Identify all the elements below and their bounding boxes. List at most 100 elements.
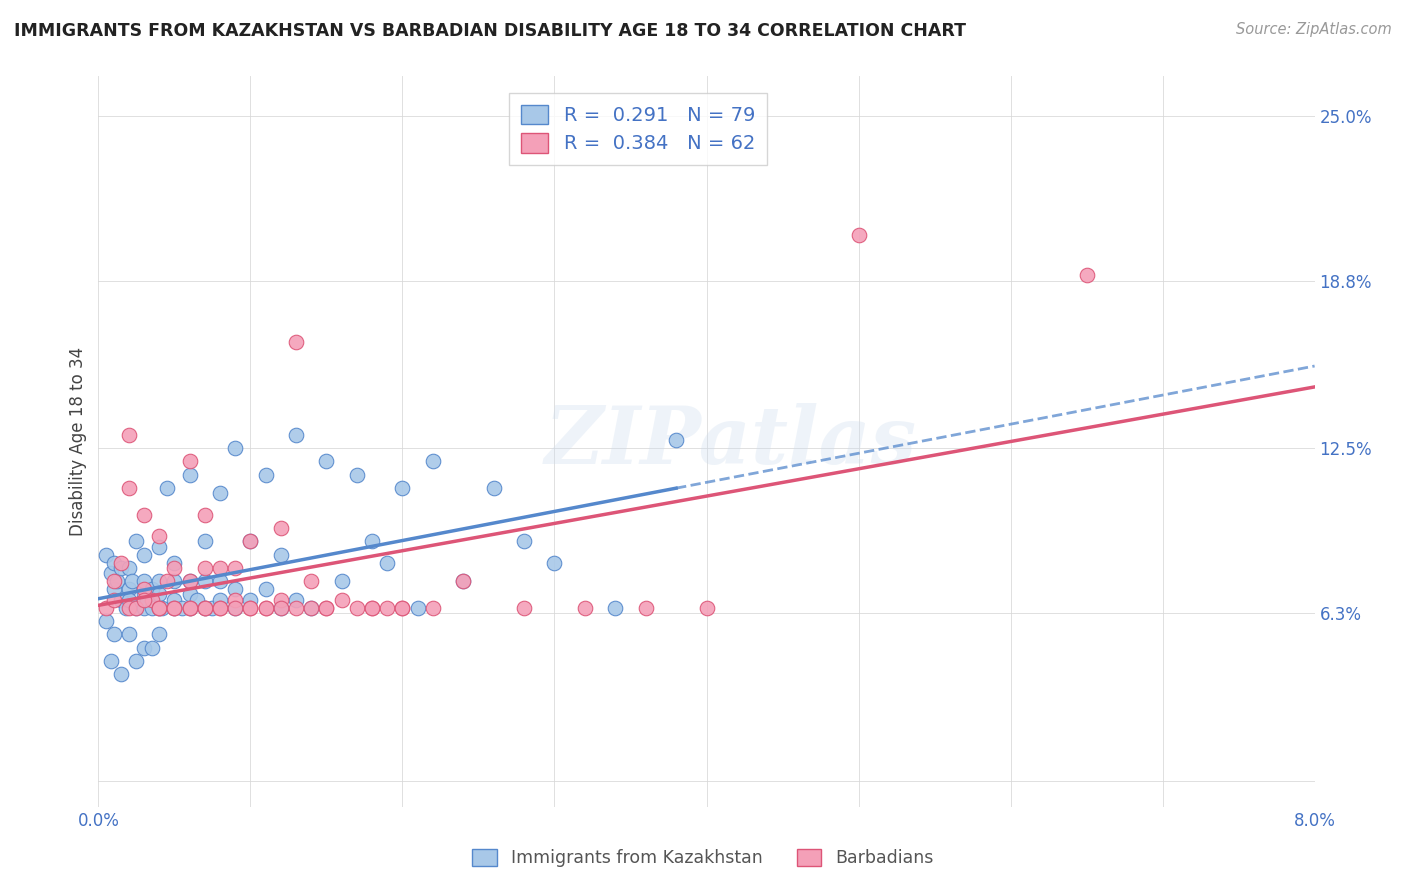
Point: [141, 592, 163, 607]
Point: [148, 540, 170, 554]
Point: [422, 600, 444, 615]
Point: [848, 228, 870, 243]
Point: [254, 600, 277, 615]
Point: [132, 592, 155, 607]
Point: [118, 592, 141, 607]
Point: [285, 334, 308, 349]
Point: [315, 454, 337, 468]
Point: [118, 582, 141, 596]
Point: [285, 592, 308, 607]
Point: [148, 529, 170, 543]
Point: [179, 600, 201, 615]
Point: [163, 600, 186, 615]
Point: [285, 600, 308, 615]
Point: [110, 592, 132, 607]
Point: [696, 600, 718, 615]
Point: [163, 574, 186, 589]
Point: [194, 600, 217, 615]
Point: [132, 582, 155, 596]
Point: [209, 592, 232, 607]
Point: [179, 574, 201, 589]
Point: [482, 481, 505, 495]
Point: [270, 600, 292, 615]
Point: [179, 454, 201, 468]
Point: [209, 574, 232, 589]
Point: [118, 481, 141, 495]
Point: [132, 600, 155, 615]
Point: [224, 592, 246, 607]
Point: [224, 561, 246, 575]
Point: [132, 640, 155, 655]
Point: [148, 587, 170, 601]
Point: [170, 600, 193, 615]
Legend: Immigrants from Kazakhstan, Barbadians: Immigrants from Kazakhstan, Barbadians: [465, 842, 941, 874]
Point: [194, 600, 217, 615]
Point: [270, 548, 292, 562]
Point: [285, 428, 308, 442]
Point: [254, 600, 277, 615]
Point: [254, 467, 277, 482]
Point: [574, 600, 596, 615]
Point: [330, 574, 353, 589]
Point: [163, 600, 186, 615]
Point: [141, 640, 163, 655]
Point: [201, 600, 224, 615]
Point: [132, 508, 155, 522]
Point: [299, 600, 322, 615]
Point: [513, 534, 536, 549]
Point: [163, 561, 186, 575]
Point: [118, 561, 141, 575]
Point: [361, 600, 384, 615]
Point: [118, 600, 141, 615]
Point: [150, 600, 173, 615]
Point: [94, 600, 117, 615]
Point: [239, 600, 262, 615]
Point: [270, 592, 292, 607]
Point: [270, 600, 292, 615]
Point: [391, 481, 413, 495]
Point: [186, 592, 208, 607]
Point: [224, 441, 246, 455]
Point: [148, 627, 170, 641]
Point: [148, 600, 170, 615]
Point: [110, 561, 132, 575]
Point: [209, 486, 232, 500]
Point: [110, 667, 132, 681]
Point: [132, 574, 155, 589]
Point: [346, 600, 368, 615]
Text: ZIPatlas: ZIPatlas: [544, 403, 917, 480]
Text: IMMIGRANTS FROM KAZAKHSTAN VS BARBADIAN DISABILITY AGE 18 TO 34 CORRELATION CHAR: IMMIGRANTS FROM KAZAKHSTAN VS BARBADIAN …: [14, 22, 966, 40]
Point: [391, 600, 413, 615]
Point: [209, 561, 232, 575]
Point: [209, 600, 232, 615]
Point: [453, 574, 475, 589]
Point: [125, 600, 148, 615]
Point: [605, 600, 627, 615]
Point: [125, 654, 148, 668]
Point: [110, 556, 132, 570]
Point: [118, 428, 141, 442]
Point: [94, 614, 117, 628]
Point: [105, 574, 128, 589]
Point: [239, 534, 262, 549]
Point: [179, 467, 201, 482]
Point: [254, 582, 277, 596]
Point: [194, 600, 217, 615]
Point: [422, 454, 444, 468]
Point: [114, 600, 136, 615]
Point: [270, 521, 292, 535]
Point: [375, 556, 398, 570]
Point: [224, 600, 246, 615]
Point: [163, 592, 186, 607]
Point: [194, 534, 217, 549]
Point: [103, 574, 125, 589]
Point: [299, 600, 322, 615]
Point: [194, 574, 217, 589]
Point: [194, 561, 217, 575]
Point: [103, 582, 125, 596]
Point: [665, 434, 688, 448]
Point: [103, 592, 125, 607]
Point: [406, 600, 429, 615]
Point: [346, 467, 368, 482]
Point: [141, 582, 163, 596]
